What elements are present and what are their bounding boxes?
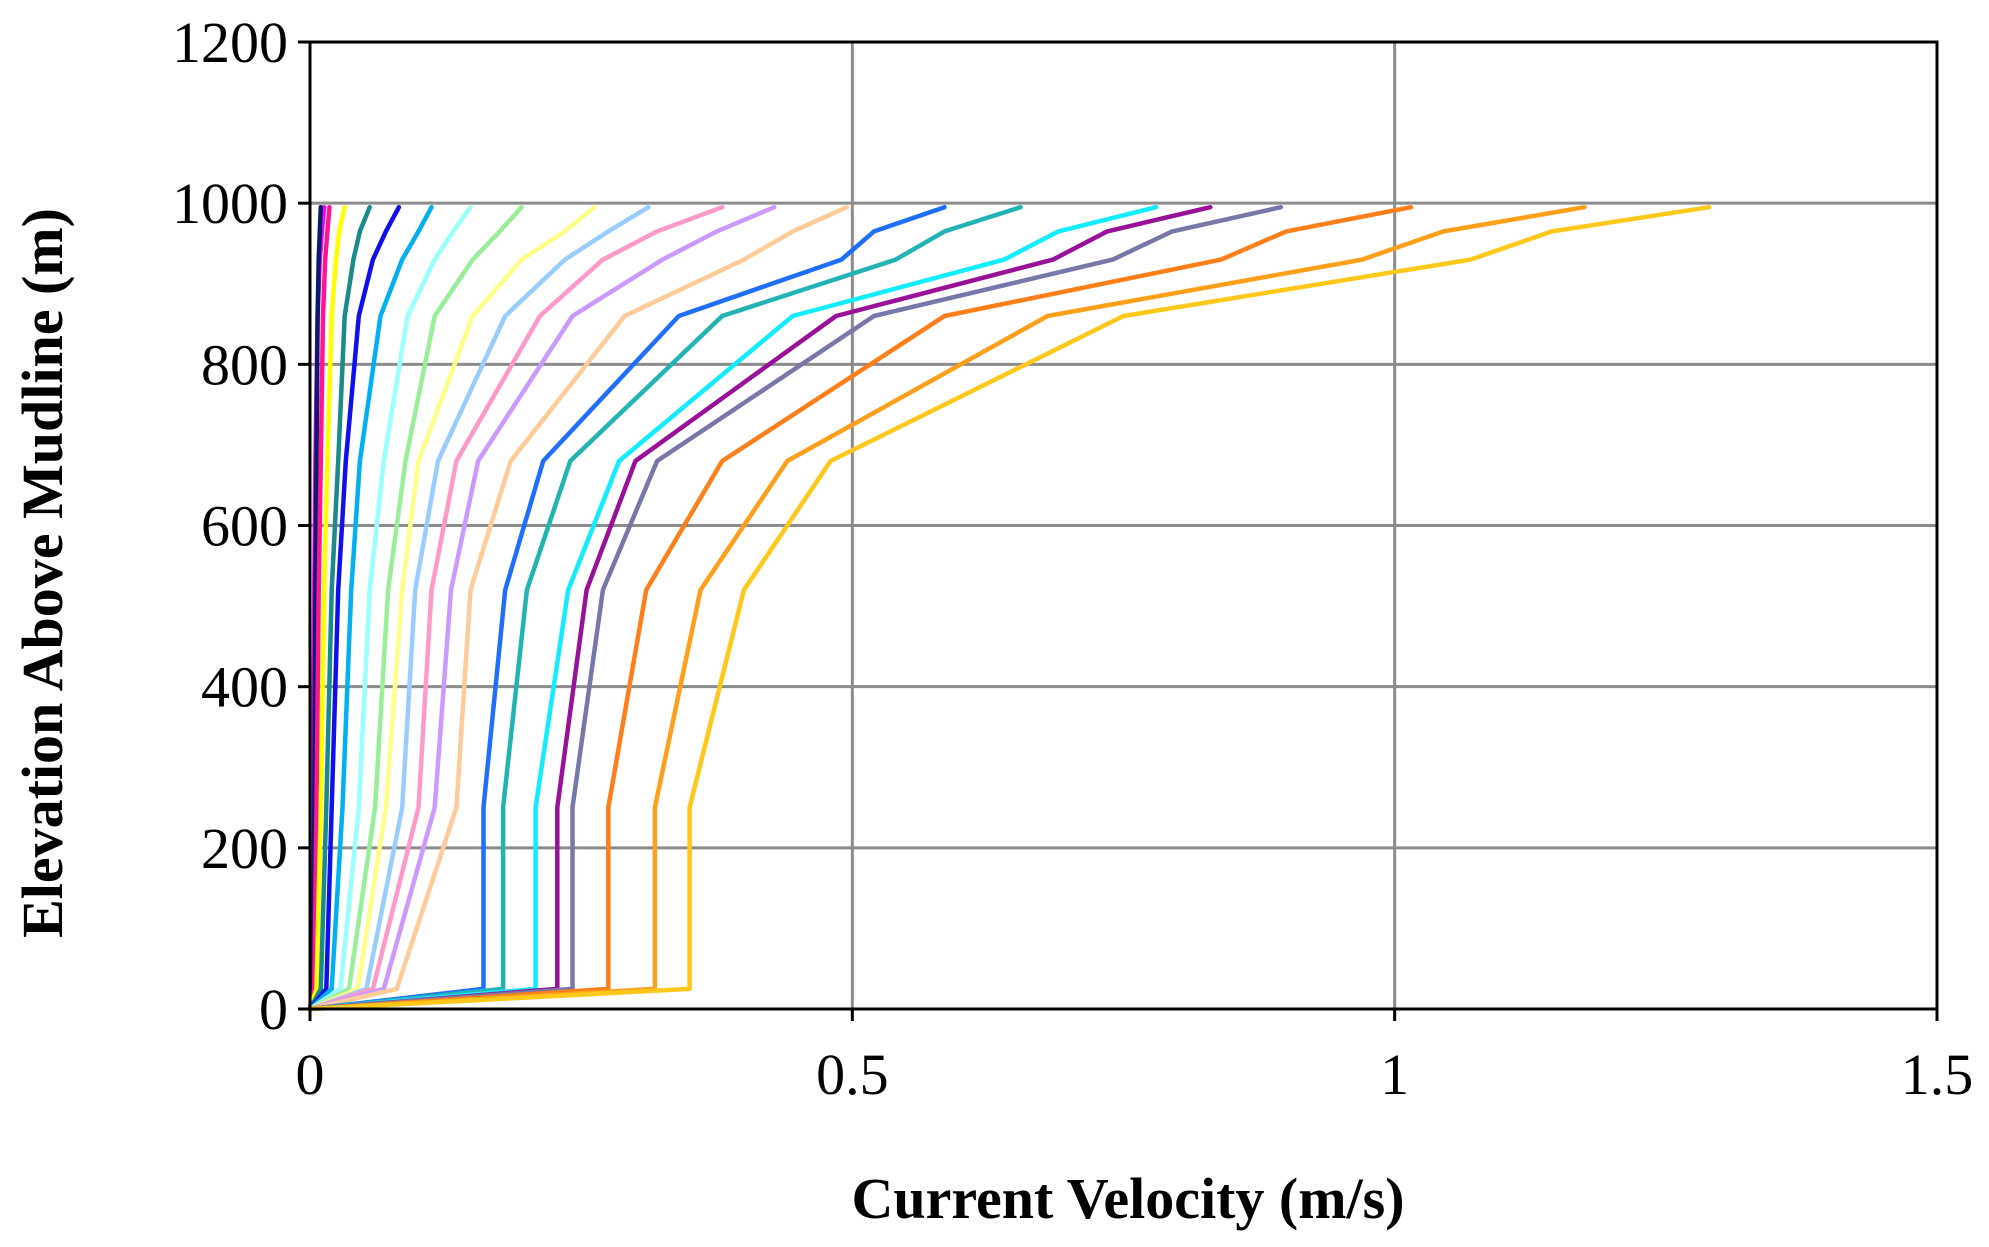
x-tick-label: 1 (1380, 1042, 1409, 1107)
x-axis-title: Current Velocity (m/s) (851, 1166, 1404, 1231)
series-line-10 (307, 204, 597, 1012)
y-tick-label: 0 (259, 977, 288, 1042)
series-line-7 (307, 204, 434, 1012)
x-tick-label: 0.5 (816, 1042, 889, 1107)
series-line-14 (307, 204, 850, 1012)
series-line-8 (307, 204, 473, 1012)
series-line-4 (307, 204, 347, 1012)
y-tick-label: 600 (201, 494, 288, 559)
series-line-17 (307, 204, 1159, 1012)
series-lines (307, 204, 1712, 1012)
series-line-18 (307, 204, 1213, 1012)
y-tick-label: 200 (201, 816, 288, 881)
series-line-12 (307, 204, 725, 1012)
series-line-20 (307, 204, 1414, 1012)
series-line-5 (307, 204, 372, 1012)
y-tick-label: 800 (201, 332, 288, 397)
gridlines (310, 40, 1939, 1009)
y-tick-label: 400 (201, 655, 288, 720)
y-tick-label: 1000 (172, 171, 288, 236)
series-line-9 (307, 204, 524, 1012)
series-line-11 (307, 204, 651, 1012)
y-axis-title: Elevation Above Mudline (m) (10, 208, 75, 938)
series-line-22 (307, 204, 1712, 1012)
axes: 0 0.5 1 1.5 0 200 400 600 800 1000 1200 (172, 10, 1973, 1107)
series-line-19 (307, 204, 1284, 1012)
series-line-3 (307, 204, 332, 1012)
plot-frame (308, 40, 1939, 1011)
x-tick-label: 0 (296, 1042, 325, 1107)
series-line-6 (307, 204, 402, 1012)
x-tick-label: 1.5 (1901, 1042, 1974, 1107)
series-line-13 (307, 204, 777, 1012)
series-line-15 (307, 204, 947, 1012)
series-line-16 (307, 204, 1023, 1012)
series-line-21 (307, 204, 1587, 1012)
y-tick-label: 1200 (172, 10, 288, 75)
